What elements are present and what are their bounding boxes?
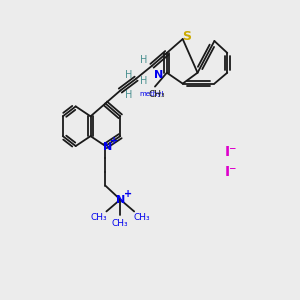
Text: S: S	[182, 30, 191, 43]
Text: H: H	[124, 70, 132, 80]
Text: CH₃: CH₃	[148, 90, 165, 99]
Text: +: +	[124, 189, 132, 199]
Text: I⁻: I⁻	[225, 165, 238, 179]
Text: methyl: methyl	[140, 91, 164, 97]
Text: I⁻: I⁻	[225, 145, 238, 159]
Text: H: H	[140, 76, 148, 85]
Text: H: H	[124, 89, 132, 100]
Text: CH₃: CH₃	[134, 213, 150, 222]
Text: H: H	[140, 55, 148, 65]
Text: CH₃: CH₃	[90, 213, 107, 222]
Text: N: N	[154, 70, 164, 80]
Text: CH₃: CH₃	[112, 219, 129, 228]
Text: +: +	[110, 136, 118, 146]
Text: N: N	[116, 194, 125, 205]
Text: N: N	[103, 142, 112, 152]
